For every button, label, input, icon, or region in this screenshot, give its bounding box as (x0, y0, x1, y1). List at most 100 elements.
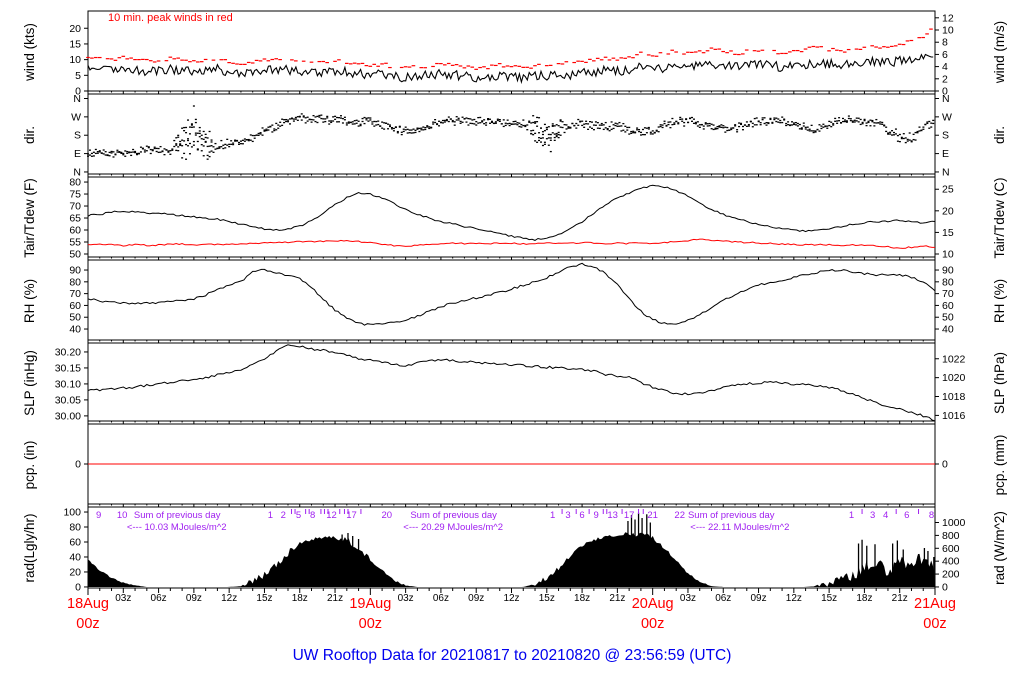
dir-dot (194, 132, 197, 134)
dir-dot (451, 121, 454, 123)
dir-dot (763, 117, 766, 119)
dir-dot (351, 121, 354, 123)
dir-dot (812, 131, 815, 134)
dir-dot (802, 125, 805, 127)
dir-dot (88, 149, 91, 151)
dir-dot (749, 120, 752, 122)
dir-dot (238, 143, 241, 145)
panel-box-slp (87, 342, 936, 422)
rad-cumulative-marker: 17 (346, 510, 357, 521)
dir-dot (320, 117, 323, 120)
dir-dot (345, 122, 348, 124)
dir-dot (173, 139, 176, 142)
dir-dot (800, 128, 803, 130)
dir-dot (902, 137, 905, 140)
dir-dot (604, 121, 607, 124)
dir-dot (165, 149, 168, 151)
dir-dot (183, 152, 186, 155)
dir-dot (308, 118, 311, 121)
rad-cumulative-marker: 20 (382, 510, 393, 521)
dir-dot (187, 119, 190, 121)
dir-dot (857, 121, 860, 123)
dir-dot (232, 142, 235, 144)
dir-dot (730, 127, 733, 129)
dir-dot (210, 139, 213, 141)
dir-dot (867, 120, 870, 122)
rad-cumulative-marker: 12 (326, 510, 337, 521)
dir-dot (494, 122, 497, 124)
series-tair-f (87, 184, 936, 241)
dir-dot (883, 124, 886, 126)
dir-dot (838, 120, 841, 122)
dir-dot (447, 116, 450, 118)
dir-dot (630, 132, 633, 135)
ylabel-rad-right: rad (W/m^2) (992, 511, 1007, 585)
dir-dot (553, 125, 556, 127)
dir-dot (765, 124, 768, 126)
dir-dot (334, 118, 337, 120)
dir-dot (496, 119, 499, 122)
dir-dot (536, 116, 539, 119)
dir-dot (255, 134, 258, 136)
dir-dot (857, 117, 860, 119)
dir-dot (663, 122, 666, 125)
dir-dot (885, 126, 888, 128)
dir-dot (151, 149, 154, 151)
dir-dot (838, 117, 841, 119)
dir-dot (563, 124, 566, 126)
dir-dot (908, 139, 911, 141)
dir-dot (426, 126, 429, 128)
dir-dot (243, 138, 246, 140)
dir-dot (424, 126, 427, 129)
dir-dot (424, 128, 427, 131)
dir-dot (889, 133, 892, 135)
x-date-label: 18Aug (67, 596, 109, 612)
dir-dot (94, 148, 97, 151)
y-tick-label: 60 (69, 536, 81, 548)
dir-dot (224, 147, 227, 149)
dir-dot (840, 121, 843, 124)
y-tick-label: 40 (942, 324, 954, 336)
dir-dot (330, 120, 333, 122)
dir-dot (190, 123, 193, 125)
x-tick-label: 18z (292, 593, 308, 604)
dir-dot (759, 122, 762, 124)
dir-dot (689, 117, 692, 120)
dir-dot (928, 127, 931, 129)
rad-cumulative-marker: 9 (96, 510, 101, 521)
dir-dot (179, 143, 182, 145)
dir-dot (798, 123, 801, 126)
dir-dot (792, 122, 795, 124)
dir-dot (638, 130, 641, 133)
dir-dot (522, 124, 525, 127)
dir-dot (745, 121, 748, 123)
dir-dot (183, 126, 186, 129)
dir-dot (489, 118, 492, 120)
dir-dot (559, 119, 562, 121)
dir-dot (181, 139, 184, 141)
dir-dot (661, 124, 664, 126)
y-tick-label: 30.00 (55, 410, 81, 422)
dir-dot (881, 123, 884, 125)
dir-dot (692, 122, 695, 124)
dir-dot (481, 121, 484, 123)
dir-dot (502, 119, 505, 121)
dir-dot (112, 151, 115, 153)
dir-dot (175, 143, 178, 145)
rad-cumulative-marker: 3 (565, 510, 570, 521)
dir-dot (398, 126, 401, 128)
dir-dot (473, 123, 476, 125)
y-tick-label: 20 (69, 23, 81, 35)
dir-dot (720, 124, 723, 126)
x-date-label-hour: 00z (641, 616, 664, 632)
dir-dot (922, 128, 925, 130)
dir-dot (920, 129, 923, 132)
dir-dot (789, 124, 792, 127)
dir-dot (383, 122, 386, 124)
dir-dot (541, 133, 544, 136)
x-tick-label: 12z (221, 593, 237, 604)
dir-dot (343, 116, 346, 118)
dir-dot (192, 140, 195, 143)
dir-dot (712, 128, 715, 131)
